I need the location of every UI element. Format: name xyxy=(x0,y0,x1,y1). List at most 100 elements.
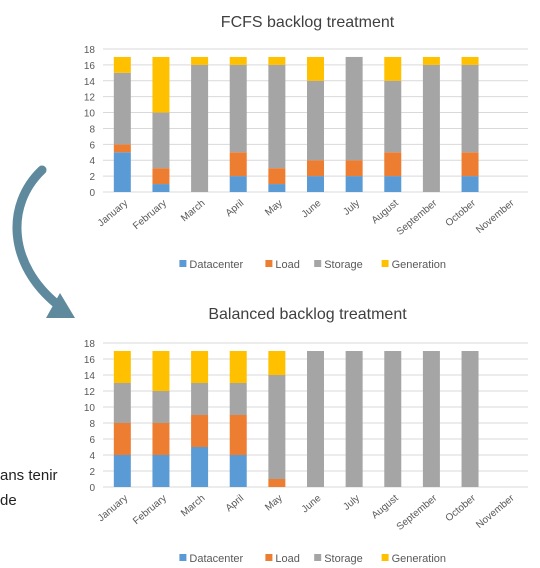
bar-segment-generation xyxy=(191,351,209,383)
x-tick-label: May xyxy=(263,493,285,514)
bar-segment-storage xyxy=(152,112,170,169)
legend-label-load: Load xyxy=(275,553,299,565)
y-tick-label: 14 xyxy=(84,371,96,382)
bar-segment-load xyxy=(113,144,131,153)
bar-segment-storage xyxy=(461,351,479,487)
x-tick-label: July xyxy=(341,493,362,513)
y-tick-label: 16 xyxy=(84,355,96,366)
legend-label-load: Load xyxy=(275,259,299,271)
y-tick-label: 8 xyxy=(89,419,95,430)
bar-segment-generation xyxy=(152,56,170,113)
bar-segment-generation xyxy=(461,56,479,65)
bar-segment-datacenter xyxy=(268,184,286,192)
x-tick-label: August xyxy=(370,493,401,522)
bar-segment-generation xyxy=(422,56,440,65)
y-tick-label: 16 xyxy=(84,61,96,72)
bar-segment-storage xyxy=(422,351,440,487)
y-tick-label: 6 xyxy=(89,140,95,151)
side-text-line-2: de xyxy=(0,492,17,509)
x-tick-label: November xyxy=(474,197,517,236)
bar-segment-storage xyxy=(152,391,170,423)
bar-segment-storage xyxy=(345,351,363,487)
bar-segment-datacenter xyxy=(229,455,247,487)
x-tick-label: January xyxy=(96,198,130,229)
x-tick-label: April xyxy=(224,198,246,219)
y-tick-label: 10 xyxy=(84,109,96,120)
bar-segment-load xyxy=(229,152,247,177)
bar-segment-datacenter xyxy=(384,176,402,192)
x-tick-label: February xyxy=(131,198,169,232)
y-tick-label: 4 xyxy=(89,156,95,167)
legend-swatch-storage xyxy=(314,260,322,267)
y-tick-label: 4 xyxy=(89,451,95,462)
bar-segment-load xyxy=(345,160,363,177)
bar-segment-generation xyxy=(113,56,131,73)
bar-segment-storage xyxy=(384,80,402,153)
bar-segment-storage xyxy=(384,351,402,487)
bar-segment-datacenter xyxy=(191,447,209,487)
chart-1: FCFS backlog treatment 0 2 4 6 8 10 12 14 16 18 Jan… xyxy=(84,14,528,271)
x-tick-label: April xyxy=(224,493,246,514)
x-tick-label: February xyxy=(131,493,169,527)
bar-segment-storage xyxy=(268,64,286,169)
bar-segment-generation xyxy=(113,351,131,383)
bar-segment-datacenter xyxy=(229,176,247,192)
x-tick-label: June xyxy=(300,198,324,221)
y-tick-label: 12 xyxy=(84,93,96,104)
bar-segment-load xyxy=(152,168,170,185)
bar-segment-datacenter xyxy=(113,455,131,487)
y-tick-label: 2 xyxy=(89,467,95,478)
transition-arrow-head xyxy=(46,293,75,318)
bar-segment-generation xyxy=(229,56,247,65)
x-tick-label: August xyxy=(370,198,401,227)
y-tick-label: 14 xyxy=(84,77,96,88)
x-tick-label: October xyxy=(444,492,479,524)
bar-segment-load xyxy=(191,415,209,447)
y-tick-label: 10 xyxy=(84,403,96,414)
bar-segment-datacenter xyxy=(152,184,170,192)
bar-segment-generation xyxy=(307,56,324,81)
bar-segment-storage xyxy=(307,351,324,487)
x-tick-label: July xyxy=(341,198,362,218)
chart-title: FCFS backlog treatment xyxy=(221,14,395,31)
bar-segment-storage xyxy=(191,64,209,192)
x-tick-label: October xyxy=(444,197,479,229)
bar-segment-storage xyxy=(268,375,286,479)
bar-segment-load xyxy=(268,168,286,185)
x-tick-label: September xyxy=(395,492,440,532)
transition-arrow xyxy=(12,165,63,310)
legend-swatch-storage xyxy=(314,554,322,561)
legend-swatch-datacenter xyxy=(179,260,187,267)
bar-segment-generation xyxy=(191,56,209,65)
bar-segment-storage xyxy=(307,80,324,161)
legend-swatch-load xyxy=(265,554,273,561)
bar-segment-load xyxy=(229,415,247,455)
bar-segment-storage xyxy=(113,72,131,145)
bar-segment-generation xyxy=(268,56,286,65)
x-tick-label: September xyxy=(395,197,440,237)
y-tick-label: 18 xyxy=(84,45,96,56)
legend-label-datacenter: Datacenter xyxy=(189,259,243,271)
bar-segment-generation xyxy=(152,351,170,391)
bar-segment-load xyxy=(152,423,170,455)
y-tick-label: 0 xyxy=(89,483,95,494)
side-text-line-1: ans tenir xyxy=(0,467,58,484)
legend-label-storage: Storage xyxy=(324,259,363,271)
x-tick-label: January xyxy=(96,493,130,524)
bar-segment-storage xyxy=(422,64,440,192)
legend-label-generation: Generation xyxy=(392,553,446,565)
y-tick-label: 12 xyxy=(84,387,96,398)
y-tick-label: 8 xyxy=(89,124,95,135)
bar-segment-datacenter xyxy=(307,176,324,192)
x-tick-label: June xyxy=(300,493,324,516)
bar-segment-load xyxy=(113,423,131,455)
bar-segment-load xyxy=(307,160,324,177)
legend-label-storage: Storage xyxy=(324,553,363,565)
chart-title: Balanced backlog treatment xyxy=(208,306,407,323)
bar-segment-storage xyxy=(229,64,247,153)
y-tick-label: 6 xyxy=(89,435,95,446)
legend-swatch-load xyxy=(265,260,273,267)
y-tick-label: 2 xyxy=(89,172,95,183)
bar-segment-datacenter xyxy=(461,176,479,192)
bar-segment-generation xyxy=(268,351,286,375)
